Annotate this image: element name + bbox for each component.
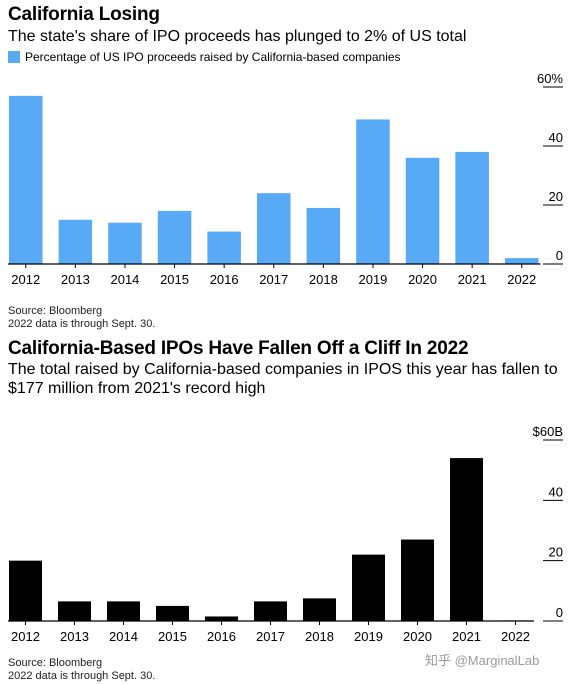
bar (352, 554, 385, 621)
bar (107, 601, 140, 621)
bar (505, 258, 539, 264)
chart1-source: Source: Bloomberg (8, 305, 103, 317)
bar (205, 616, 238, 621)
x-tick-label: 2020 (403, 629, 432, 644)
y-tick-label: $60B (533, 424, 563, 439)
chart2-subtitle: The total raised by California-based com… (8, 361, 558, 397)
x-tick-label: 2013 (60, 629, 89, 644)
x-tick-label: 2015 (158, 629, 187, 644)
chart2-source: Source: Bloomberg (8, 657, 103, 669)
x-tick-label: 2017 (256, 629, 285, 644)
bar (356, 119, 390, 264)
x-tick-label: 2017 (259, 272, 288, 287)
bar (401, 539, 434, 621)
bar (58, 219, 93, 264)
x-tick-label: 2012 (11, 629, 40, 644)
x-tick-label: 2016 (210, 272, 239, 287)
x-tick-label: 2014 (110, 272, 139, 287)
chart2-plot: 0 20 40 $60B 2012 2013 2014 2015 2016 2017 2018 201… (8, 424, 563, 644)
chart1-subtitle: The state's share of IPO proceeds has pl… (8, 28, 467, 45)
chart1-legend: Percentage of US IPO proceeds raised by … (8, 50, 401, 64)
chart2-title: California-Based IPOs Have Fallen Off a … (8, 338, 469, 359)
x-tick-label: 2014 (109, 629, 138, 644)
chart1-note: 2022 data is through Sept. 30. (8, 318, 156, 330)
y-tick-label: 40 (549, 130, 563, 145)
bar (9, 560, 42, 621)
y-tick-label: 0 (556, 248, 563, 263)
x-tick-label: 2018 (309, 272, 338, 287)
x-tick-label: 2012 (11, 272, 40, 287)
bar (108, 222, 142, 264)
bar (157, 210, 192, 264)
x-tick-label: 2022 (501, 629, 530, 644)
bar (405, 157, 440, 264)
y-tick-label: 20 (549, 545, 563, 560)
chart1-title: California Losing (8, 4, 160, 25)
bar (257, 193, 291, 264)
x-tick-label: 2021 (452, 629, 481, 644)
bar (207, 231, 241, 264)
y-tick-label: 20 (549, 189, 563, 204)
x-tick-label: 2022 (507, 272, 536, 287)
y-tick-label: 0 (556, 605, 563, 620)
x-tick-label: 2018 (305, 629, 334, 644)
chart1-plot: 0 20 40 60% 2012 2013 2014 2015 2016 2017 2018 2019… (8, 71, 563, 287)
x-tick-label: 2013 (61, 272, 90, 287)
x-tick-label: 2019 (358, 272, 387, 287)
chart2-note: 2022 data is through Sept. 30. (8, 670, 156, 682)
legend-swatch (8, 51, 20, 63)
y-tick-label: 40 (549, 484, 563, 499)
x-tick-label: 2021 (458, 272, 487, 287)
bar (303, 598, 336, 621)
x-tick-label: 2019 (354, 629, 383, 644)
x-tick-label: 2016 (207, 629, 236, 644)
bar (156, 605, 189, 621)
bar (306, 207, 341, 264)
bar (254, 601, 287, 621)
bar (9, 95, 43, 264)
bar (58, 601, 91, 621)
bar (450, 458, 483, 621)
legend-label: Percentage of US IPO proceeds raised by … (25, 50, 401, 64)
watermark-text: 知乎 @MarginalLab (425, 653, 540, 668)
x-tick-label: 2020 (408, 272, 437, 287)
bar (455, 151, 489, 264)
y-tick-label: 60% (537, 71, 563, 86)
x-tick-label: 2015 (160, 272, 189, 287)
